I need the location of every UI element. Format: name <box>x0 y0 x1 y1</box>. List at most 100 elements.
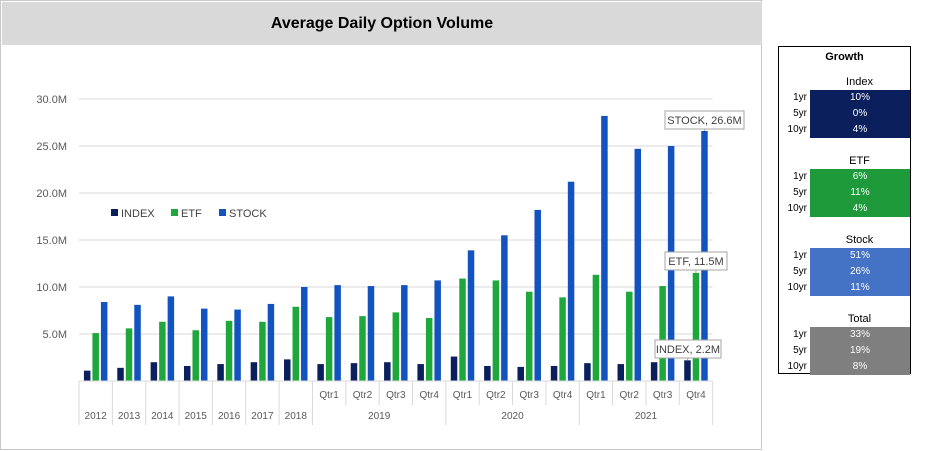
bar-stock <box>234 310 241 381</box>
growth-row-label: 5yr <box>779 343 807 359</box>
growth-table: Growth Index 1yr 10% 5yr 0% 10yr 4% ETF … <box>778 46 911 374</box>
bar-stock <box>301 287 308 381</box>
bar-etf <box>326 317 333 381</box>
bar-etf <box>359 316 366 381</box>
x-tick-label: Qtr3 <box>519 390 539 401</box>
growth-row-label: 1yr <box>779 90 807 106</box>
bar-index <box>417 364 424 381</box>
annotation-label: ETF, 11.5M <box>668 256 723 268</box>
growth-row: 1yr 33% <box>779 327 910 343</box>
growth-title: Growth <box>779 51 910 63</box>
bar-index <box>584 363 591 381</box>
growth-row-value: 0% <box>810 106 910 122</box>
growth-row-value: 33% <box>810 327 910 343</box>
growth-row-value: 11% <box>810 280 910 296</box>
x-tick-label: Qtr4 <box>686 390 706 401</box>
x-tick-label: Qtr1 <box>586 390 606 401</box>
bar-stock <box>168 296 175 381</box>
bar-index <box>217 364 224 381</box>
growth-row-value: 19% <box>810 343 910 359</box>
x-tick-label: Qtr1 <box>319 390 339 401</box>
bar-etf <box>693 273 700 381</box>
x-tick-label: 2014 <box>151 411 174 422</box>
growth-row-label: 1yr <box>779 248 807 264</box>
growth-row: 1yr 10% <box>779 90 910 106</box>
legend-label-etf: ETF <box>181 208 202 220</box>
x-tick-label: Qtr4 <box>419 390 439 401</box>
bar-index <box>451 357 458 381</box>
bar-index <box>651 362 658 381</box>
bar-etf <box>293 307 300 381</box>
y-tick-label: 20.0M <box>36 188 67 200</box>
x-tick-label: Qtr2 <box>486 390 506 401</box>
growth-group-title-etf: ETF <box>809 155 910 167</box>
bar-stock <box>134 305 141 381</box>
x-group-label: 2021 <box>635 411 658 422</box>
bar-index <box>84 371 91 381</box>
growth-row: 10yr 4% <box>779 122 910 138</box>
growth-row-value: 8% <box>810 359 910 375</box>
y-tick-label: 5.0M <box>43 329 67 341</box>
bar-stock <box>468 250 475 381</box>
bar-index <box>151 362 158 381</box>
legend-swatch <box>219 209 226 216</box>
growth-row-label: 5yr <box>779 264 807 280</box>
growth-row-value: 11% <box>810 185 910 201</box>
growth-group-title-total: Total <box>809 313 910 325</box>
bar-etf <box>226 321 233 381</box>
bar-stock <box>434 280 441 381</box>
x-tick-label: Qtr2 <box>353 390 373 401</box>
annotation-label: STOCK, 26.6M <box>667 115 741 127</box>
bar-etf <box>192 330 199 381</box>
growth-row-label: 5yr <box>779 185 807 201</box>
bar-etf <box>92 333 99 381</box>
growth-row-label: 5yr <box>779 106 807 122</box>
growth-row: 5yr 26% <box>779 264 910 280</box>
x-tick-label: 2018 <box>285 411 308 422</box>
bar-etf <box>393 312 400 381</box>
bar-etf <box>126 328 132 381</box>
growth-row-label: 1yr <box>779 327 807 343</box>
bar-etf <box>459 279 466 381</box>
bar-stock <box>568 182 575 381</box>
y-tick-label: 30.0M <box>36 94 67 106</box>
bar-stock <box>601 116 608 381</box>
bar-etf <box>493 280 500 381</box>
growth-row-label: 1yr <box>779 169 807 185</box>
x-tick-label: 2017 <box>251 411 274 422</box>
x-tick-label: 2016 <box>218 411 241 422</box>
y-tick-label: 10.0M <box>36 282 67 294</box>
x-tick-label: Qtr3 <box>653 390 673 401</box>
y-tick-label: 25.0M <box>36 141 67 153</box>
bar-etf <box>526 292 533 381</box>
growth-row: 1yr 51% <box>779 248 910 264</box>
growth-row: 1yr 6% <box>779 169 910 185</box>
growth-row-value: 10% <box>810 90 910 106</box>
growth-row-value: 6% <box>810 169 910 185</box>
growth-group-title-stock: Stock <box>809 234 910 246</box>
legend-swatch <box>171 209 178 216</box>
bar-stock <box>368 286 375 381</box>
annotation-label: INDEX, 2.2M <box>656 344 720 356</box>
bar-etf <box>659 286 666 381</box>
growth-row-value: 26% <box>810 264 910 280</box>
bar-index <box>484 366 491 381</box>
bar-stock <box>401 285 408 381</box>
growth-row: 5yr 0% <box>779 106 910 122</box>
bar-index <box>517 367 524 381</box>
growth-group-title-index: Index <box>809 76 910 88</box>
bar-stock <box>334 285 341 381</box>
growth-row-label: 10yr <box>779 122 807 138</box>
growth-row-label: 10yr <box>779 201 807 217</box>
growth-row-value: 4% <box>810 122 910 138</box>
bar-index <box>284 359 291 381</box>
x-tick-label: Qtr4 <box>553 390 573 401</box>
growth-row: 10yr 11% <box>779 280 910 296</box>
x-tick-label: 2012 <box>85 411 108 422</box>
x-group-label: 2020 <box>501 411 524 422</box>
bar-index <box>384 362 391 381</box>
legend-label-stock: STOCK <box>229 208 267 220</box>
legend-swatch <box>111 209 118 216</box>
